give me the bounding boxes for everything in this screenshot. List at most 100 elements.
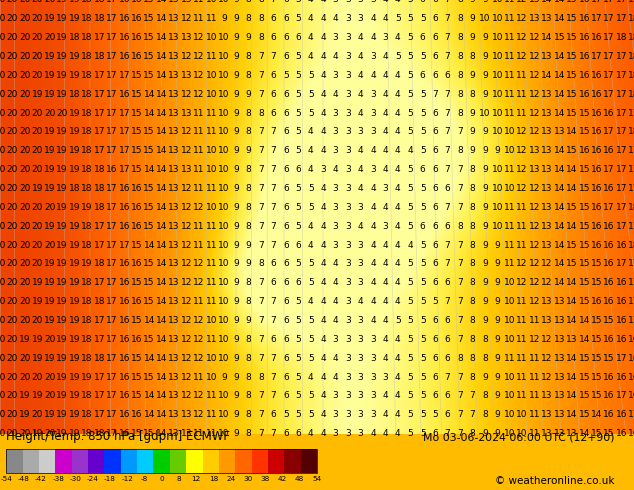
Text: 7: 7 — [457, 335, 463, 344]
Text: 16: 16 — [119, 354, 130, 363]
Text: 9: 9 — [233, 71, 239, 80]
Text: 4: 4 — [333, 52, 339, 61]
Text: 4: 4 — [320, 241, 326, 249]
Text: 6: 6 — [432, 429, 438, 438]
Text: 17: 17 — [604, 0, 615, 4]
Text: 20: 20 — [32, 372, 43, 382]
Text: 5: 5 — [420, 297, 425, 306]
Text: 15: 15 — [143, 184, 155, 193]
Text: 12: 12 — [181, 90, 192, 99]
Text: 14: 14 — [156, 90, 167, 99]
Text: 9: 9 — [482, 90, 488, 99]
Text: 17: 17 — [94, 410, 105, 419]
Text: 15: 15 — [578, 203, 590, 212]
Text: © weatheronline.co.uk: © weatheronline.co.uk — [496, 476, 615, 487]
Text: 7: 7 — [258, 184, 264, 193]
Text: 16: 16 — [119, 316, 130, 325]
Text: 10: 10 — [491, 203, 503, 212]
Text: 19: 19 — [69, 52, 81, 61]
Text: 11: 11 — [516, 335, 528, 344]
Text: 8: 8 — [246, 372, 252, 382]
Text: 5: 5 — [295, 0, 301, 4]
Text: 16: 16 — [131, 33, 143, 42]
Text: 13: 13 — [168, 410, 180, 419]
Text: 8: 8 — [470, 429, 476, 438]
Text: 11: 11 — [205, 429, 217, 438]
Text: 19: 19 — [44, 165, 56, 174]
Text: 20: 20 — [56, 109, 68, 118]
Text: 6: 6 — [420, 0, 425, 4]
Text: 20: 20 — [32, 33, 43, 42]
Text: 9: 9 — [221, 14, 226, 24]
Text: 5: 5 — [395, 52, 401, 61]
Text: 9: 9 — [233, 33, 239, 42]
Text: 17: 17 — [94, 372, 105, 382]
Text: 17: 17 — [591, 0, 602, 4]
Text: 16: 16 — [604, 410, 615, 419]
Text: 10: 10 — [205, 90, 217, 99]
Text: 7: 7 — [457, 410, 463, 419]
Text: 7: 7 — [271, 354, 276, 363]
Text: 13: 13 — [541, 90, 553, 99]
Text: 9: 9 — [482, 33, 488, 42]
Text: 17: 17 — [94, 127, 105, 137]
Text: 12: 12 — [193, 410, 205, 419]
Text: 8: 8 — [470, 372, 476, 382]
Text: 13: 13 — [541, 429, 553, 438]
Text: 20: 20 — [0, 316, 6, 325]
Text: 17: 17 — [604, 71, 615, 80]
Text: 3: 3 — [358, 14, 363, 24]
Text: 19: 19 — [69, 429, 81, 438]
Text: 4: 4 — [370, 147, 376, 155]
Text: 6: 6 — [283, 52, 289, 61]
Text: 15: 15 — [578, 372, 590, 382]
Text: 6: 6 — [432, 278, 438, 287]
Text: 18: 18 — [81, 165, 93, 174]
Text: 18: 18 — [81, 316, 93, 325]
Text: 17: 17 — [591, 14, 602, 24]
Text: 5: 5 — [295, 109, 301, 118]
Text: 17: 17 — [94, 278, 105, 287]
Text: 19: 19 — [32, 354, 43, 363]
Text: 4: 4 — [395, 410, 401, 419]
Text: 15: 15 — [591, 429, 602, 438]
Text: 15: 15 — [578, 392, 590, 400]
Text: 9: 9 — [233, 109, 239, 118]
Text: 9: 9 — [482, 297, 488, 306]
Text: 16: 16 — [119, 372, 130, 382]
Text: 20: 20 — [44, 109, 55, 118]
Text: 13: 13 — [541, 184, 553, 193]
Text: 8: 8 — [258, 14, 264, 24]
Text: 13: 13 — [168, 354, 180, 363]
Text: 15: 15 — [578, 278, 590, 287]
Text: 11: 11 — [516, 90, 528, 99]
Text: 16: 16 — [604, 222, 615, 231]
Text: 4: 4 — [382, 241, 388, 249]
Text: 12: 12 — [529, 241, 540, 249]
Text: 14: 14 — [156, 354, 167, 363]
Text: 6: 6 — [432, 147, 438, 155]
Text: 14: 14 — [156, 260, 167, 269]
Text: 14: 14 — [156, 203, 167, 212]
Text: 13: 13 — [541, 410, 553, 419]
Text: 16: 16 — [131, 0, 143, 4]
Text: 9: 9 — [233, 0, 239, 4]
Text: 15: 15 — [566, 241, 578, 249]
Text: 3: 3 — [370, 410, 376, 419]
Text: 20: 20 — [0, 127, 6, 137]
Text: 12: 12 — [517, 278, 528, 287]
Text: 6: 6 — [432, 203, 438, 212]
Text: 6: 6 — [420, 71, 425, 80]
Text: 15: 15 — [131, 429, 143, 438]
Text: 15: 15 — [131, 109, 143, 118]
Text: 0: 0 — [159, 476, 164, 483]
Text: 13: 13 — [168, 297, 180, 306]
Text: 6: 6 — [432, 335, 438, 344]
Text: 20: 20 — [19, 127, 30, 137]
Text: 12: 12 — [193, 260, 205, 269]
Text: 17: 17 — [106, 372, 118, 382]
Text: 14: 14 — [553, 203, 565, 212]
Text: 16: 16 — [119, 52, 130, 61]
Text: 10: 10 — [491, 52, 503, 61]
Text: 4: 4 — [382, 316, 388, 325]
